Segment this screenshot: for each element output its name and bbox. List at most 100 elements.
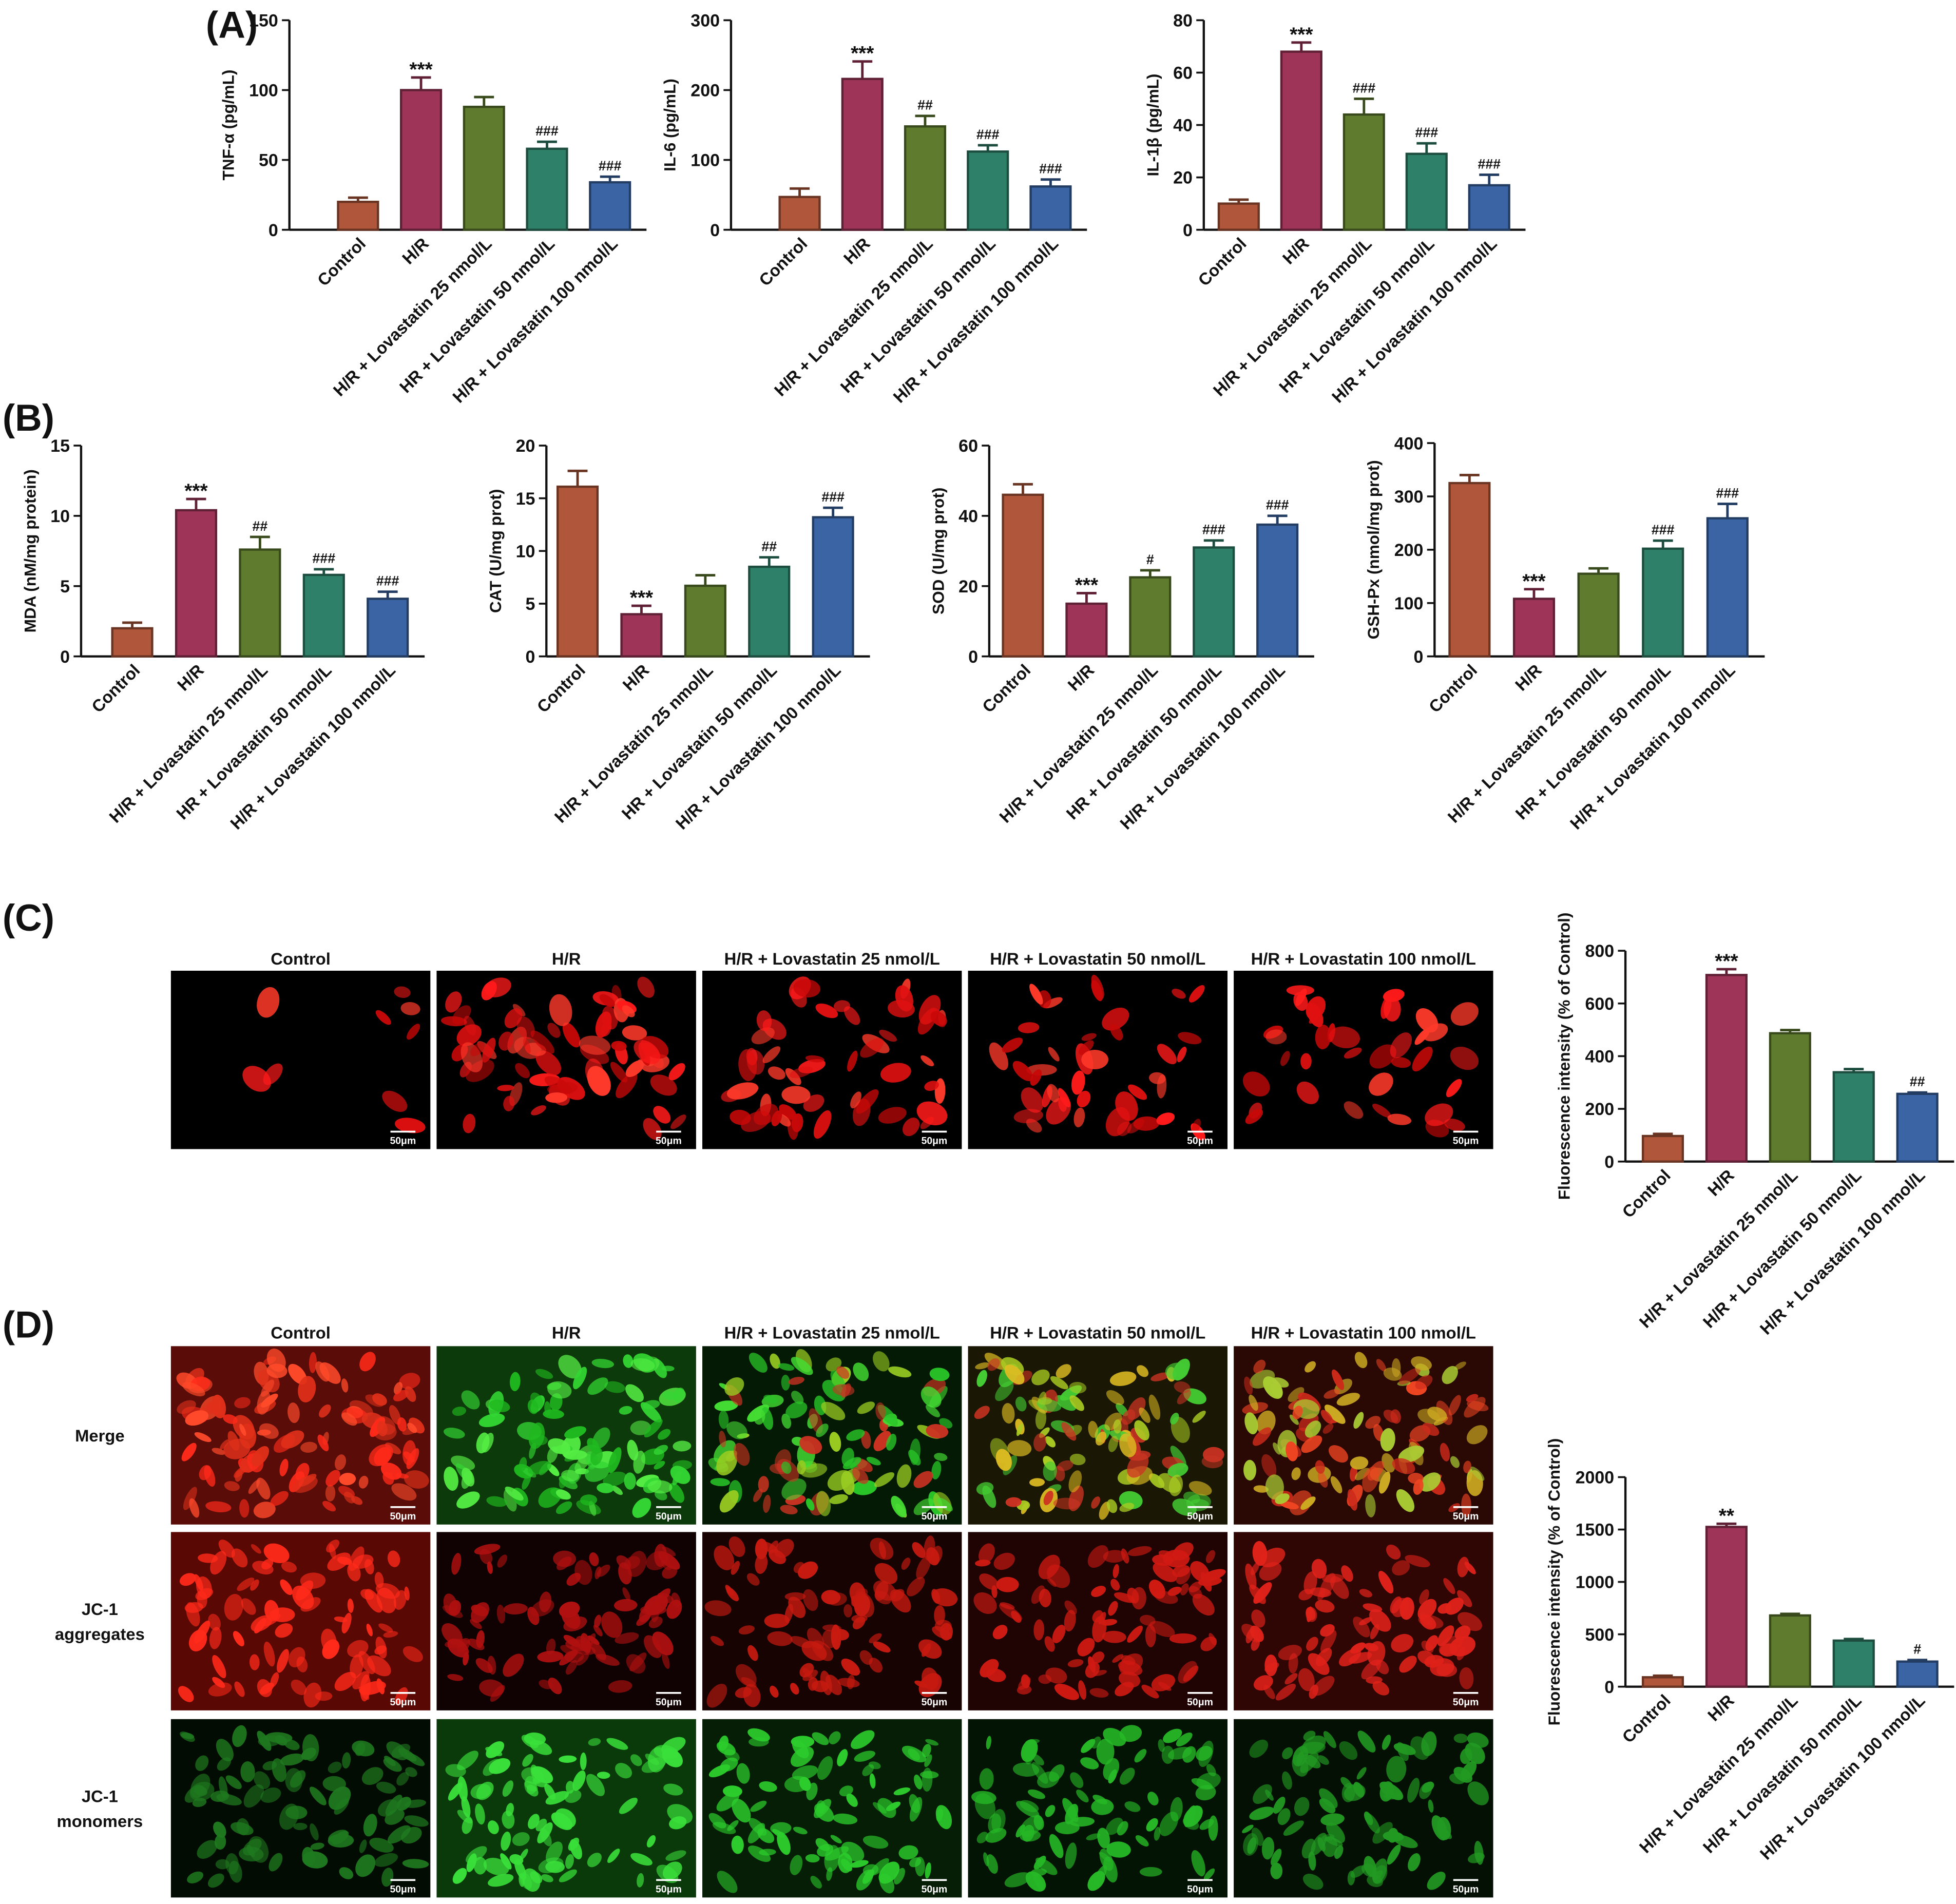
cell	[1148, 1394, 1161, 1420]
cell	[501, 1831, 511, 1851]
cell	[1073, 1107, 1085, 1128]
cell	[1427, 1407, 1447, 1421]
cell	[850, 1860, 869, 1868]
cell	[812, 1732, 829, 1745]
cell	[341, 1612, 352, 1633]
cell	[974, 1560, 991, 1567]
y-tick-label: 400	[1394, 434, 1424, 453]
bar	[400, 89, 443, 231]
cell	[1173, 1358, 1190, 1381]
cell	[898, 1845, 918, 1860]
cell	[1390, 1409, 1401, 1424]
cell	[187, 1871, 204, 1883]
significance-label: ###	[1352, 80, 1375, 95]
cell	[276, 1649, 289, 1673]
cell	[182, 1382, 205, 1397]
cell	[987, 1358, 1000, 1371]
cell	[462, 1817, 473, 1834]
cell	[205, 1501, 232, 1513]
cell	[1091, 1586, 1106, 1597]
cell	[1069, 1453, 1086, 1466]
bar	[684, 584, 726, 658]
cell	[488, 1874, 514, 1887]
cell	[199, 1465, 212, 1480]
bar	[239, 548, 281, 658]
cell	[559, 1869, 577, 1882]
cell	[716, 1450, 737, 1476]
cell	[1470, 1466, 1485, 1481]
cell	[817, 1756, 833, 1780]
cell	[208, 1613, 221, 1631]
cell	[726, 1587, 739, 1602]
cell	[714, 1545, 735, 1570]
cell	[925, 1739, 939, 1746]
x-tick-label: H/R	[398, 234, 432, 267]
cell	[803, 1589, 818, 1611]
cell	[837, 1749, 848, 1766]
cell	[895, 985, 913, 1012]
cell	[1077, 1090, 1091, 1108]
cell	[325, 1485, 336, 1502]
cell	[1275, 1683, 1296, 1701]
cell	[888, 1366, 912, 1378]
cell	[661, 1651, 670, 1669]
scale-bar-label: 50μm	[1453, 1884, 1479, 1895]
cell	[1057, 1460, 1073, 1471]
significance-label: ***	[851, 43, 874, 65]
cell	[487, 1656, 496, 1675]
cell	[208, 1682, 232, 1697]
cell	[281, 1430, 304, 1449]
cell	[381, 1868, 394, 1887]
significance-label: ###	[1266, 497, 1289, 513]
cell	[376, 1781, 396, 1794]
cell	[1390, 1032, 1412, 1059]
cell	[1157, 1044, 1177, 1065]
y-tick-label: 15	[50, 436, 70, 456]
cell	[849, 1582, 866, 1604]
cell	[1092, 1610, 1103, 1623]
cell	[444, 1428, 465, 1439]
cell	[1457, 1590, 1472, 1607]
cell	[181, 1443, 197, 1461]
cell	[510, 1372, 521, 1392]
cell	[478, 1413, 505, 1428]
cell	[833, 1813, 858, 1825]
y-tick-label: 0	[968, 647, 978, 667]
cell	[1415, 1008, 1439, 1033]
cell	[249, 1654, 260, 1670]
cell	[456, 1491, 480, 1509]
cell	[256, 1477, 271, 1500]
cell	[767, 1631, 793, 1646]
cell	[1032, 1754, 1044, 1766]
cell	[1200, 1636, 1217, 1651]
cell	[622, 1587, 630, 1601]
cell	[1076, 1790, 1089, 1803]
cell	[522, 1754, 533, 1767]
cell	[1454, 1361, 1466, 1370]
significance-label: ***	[1075, 574, 1099, 597]
cell	[257, 1730, 272, 1751]
cell	[1086, 1833, 1101, 1840]
cell	[645, 1754, 659, 1765]
cell	[470, 1619, 482, 1629]
cell	[1012, 1061, 1033, 1082]
cell	[1392, 1560, 1410, 1576]
cell	[405, 1753, 425, 1766]
cell	[793, 1562, 804, 1573]
cell	[573, 1367, 587, 1390]
cell	[1048, 1047, 1060, 1062]
cell	[1007, 1440, 1032, 1456]
cell	[1296, 1081, 1319, 1104]
y-tick-label: 0	[525, 647, 535, 667]
cell	[784, 1604, 794, 1623]
cell	[869, 1633, 882, 1643]
cell	[1264, 1662, 1279, 1672]
cell	[482, 1037, 496, 1063]
cell	[846, 1793, 858, 1807]
cell	[1441, 1829, 1452, 1839]
cell	[632, 1497, 651, 1518]
cell	[611, 1486, 623, 1495]
cell	[1450, 1002, 1479, 1026]
cell	[630, 1853, 653, 1866]
